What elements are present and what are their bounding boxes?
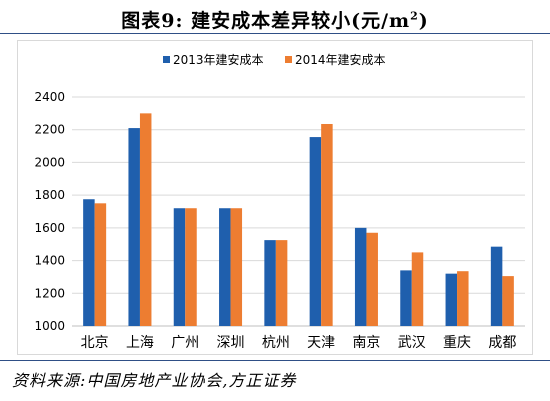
x-tick-label: 北京 bbox=[81, 335, 109, 351]
x-tick-label: 重庆 bbox=[443, 335, 471, 351]
bar-2013 bbox=[490, 246, 503, 326]
x-tick-label: 天津 bbox=[307, 335, 335, 351]
bar-2014 bbox=[502, 276, 514, 326]
x-tick-label: 上海 bbox=[126, 335, 154, 351]
x-tick-label: 成都 bbox=[488, 335, 516, 351]
bar-2013 bbox=[264, 240, 276, 326]
figure-title-suffix: ) bbox=[418, 10, 429, 32]
bar-2014 bbox=[366, 232, 378, 326]
bar-2013 bbox=[400, 270, 412, 326]
source-note: 资料来源:中国房地产业协会,方正证券 bbox=[12, 371, 297, 390]
bar-2013 bbox=[173, 208, 186, 326]
y-tick-label: 2200 bbox=[34, 123, 65, 137]
bar-2014 bbox=[411, 252, 424, 326]
bar-chart: 1000 1200 1400 1600 1800 2000 2200 2400 北京 上海 广州 深圳… bbox=[34, 52, 525, 351]
source-rule bbox=[0, 360, 550, 361]
x-tick-label: 杭州 bbox=[262, 335, 290, 351]
y-tick-label: 1800 bbox=[34, 188, 65, 202]
figure-title: 图表9: 建安成本差异较小(元/m2) bbox=[0, 6, 550, 33]
figure-title-prefix: 图表9: bbox=[121, 10, 184, 32]
bar-2014 bbox=[457, 271, 469, 326]
bar-2014 bbox=[275, 240, 288, 326]
y-tick-label: 2400 bbox=[34, 90, 65, 104]
legend-swatch bbox=[163, 56, 170, 63]
bar-2013 bbox=[309, 137, 322, 326]
y-tick-label: 1400 bbox=[34, 254, 65, 268]
figure-title-main: 建安成本差异较小(元/m bbox=[191, 10, 411, 32]
bar-2013 bbox=[128, 128, 140, 326]
chart-frame bbox=[17, 40, 533, 355]
bar-2013 bbox=[83, 199, 95, 326]
bar-2014 bbox=[185, 208, 197, 326]
x-tick-label: 南京 bbox=[352, 335, 380, 351]
y-tick-label: 1600 bbox=[34, 221, 65, 235]
bar-2013 bbox=[354, 227, 367, 326]
legend-swatch bbox=[285, 56, 292, 63]
bar-2014 bbox=[139, 113, 152, 326]
x-tick-label: 武汉 bbox=[398, 335, 426, 351]
figure-title-sup: 2 bbox=[410, 9, 419, 23]
bar-2014 bbox=[321, 123, 333, 326]
title-rule bbox=[0, 33, 550, 34]
legend-label: 2013年建安成本 bbox=[173, 52, 264, 67]
y-tick-label: 1000 bbox=[34, 319, 65, 333]
bar-2013 bbox=[445, 273, 458, 326]
x-tick-label: 广州 bbox=[171, 335, 199, 351]
x-tick-label: 深圳 bbox=[217, 335, 245, 351]
y-tick-label: 1200 bbox=[34, 286, 65, 300]
bar-2013 bbox=[219, 208, 231, 326]
bar-2014 bbox=[230, 208, 243, 326]
legend-label: 2014年建安成本 bbox=[295, 52, 386, 67]
y-tick-label: 2000 bbox=[34, 155, 65, 169]
bar-2014 bbox=[94, 203, 107, 326]
